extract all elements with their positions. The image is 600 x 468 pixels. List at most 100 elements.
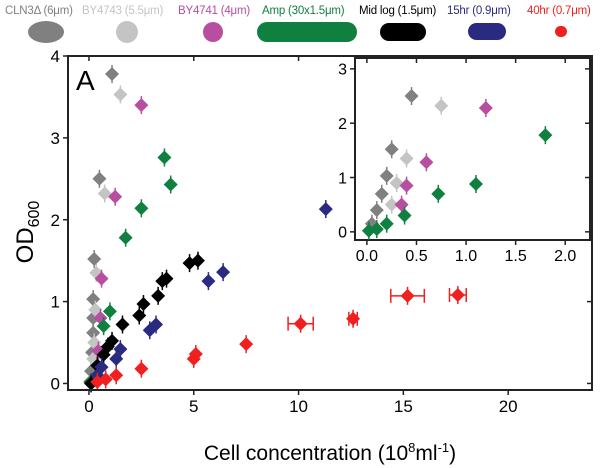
main-y-tick-label: 4	[51, 47, 60, 66]
main-point	[163, 175, 178, 194]
legend-marker-by4741	[203, 22, 223, 42]
main-diamond-marker	[239, 337, 254, 352]
main-diamond-marker	[157, 150, 172, 165]
main-diamond-marker	[86, 292, 101, 307]
main-diamond-marker	[92, 171, 107, 186]
main-diamond-marker	[163, 177, 178, 192]
main-point	[346, 309, 361, 328]
main-diamond-marker	[182, 256, 197, 271]
main-diamond-marker	[346, 311, 361, 326]
main-point	[142, 321, 157, 340]
main-point	[157, 148, 172, 167]
main-diamond-marker	[142, 323, 157, 338]
inset-x-tick-label: 1.5	[505, 248, 527, 265]
main-diamond-marker	[109, 368, 124, 383]
main-point	[94, 269, 109, 288]
main-point	[87, 250, 102, 269]
inset-diamond-marker	[384, 197, 399, 212]
inset-point	[369, 201, 384, 220]
legend-marker-cln3	[28, 21, 64, 43]
main-point	[109, 349, 124, 368]
inset-point	[389, 173, 404, 192]
legend-label-40hr: 40hr (0.7μm)	[527, 5, 591, 17]
inset-point	[419, 153, 434, 172]
main-diamond-marker	[134, 201, 149, 216]
inset-point	[538, 126, 553, 145]
inset-point	[478, 98, 493, 117]
inset-diamond-marker	[379, 168, 394, 183]
main-diamond-marker	[97, 186, 112, 201]
inset-point	[384, 195, 399, 214]
main-point	[113, 85, 128, 104]
main-point	[287, 314, 314, 333]
inset-y-tick-label: 3	[338, 62, 347, 79]
main-diamond-marker	[400, 288, 415, 303]
inset-diamond-marker	[374, 186, 389, 201]
main-point	[96, 345, 111, 364]
inset-diamond-marker	[369, 203, 384, 218]
main-point	[96, 317, 111, 336]
main-point	[115, 315, 130, 334]
main-y-tick-label: 2	[51, 211, 60, 230]
main-diamond-marker	[115, 317, 130, 332]
y-axis-label: OD600	[12, 201, 43, 264]
legend-label-cln3: CLN3Δ (6μm)	[5, 5, 73, 17]
main-point	[186, 349, 201, 368]
main-diamond-marker	[113, 87, 128, 102]
inset-point	[397, 206, 412, 225]
inset-diamond-marker	[431, 186, 446, 201]
inset-x-tick-label: 0.5	[405, 248, 427, 265]
main-diamond-marker	[186, 351, 201, 366]
legend-marker-15hr	[468, 23, 506, 40]
main-x-tick-label: 5	[189, 397, 198, 416]
inset-x-tick-label: 0.0	[356, 248, 378, 265]
legend-label-amp: Amp (30x1.5μm)	[262, 5, 345, 17]
inset-point	[384, 140, 399, 159]
x-axis-label: Cell concentration (108ml-1)	[204, 440, 456, 465]
inset-point	[404, 87, 419, 106]
main-point	[109, 366, 124, 385]
plot-frame	[67, 55, 593, 391]
main-point	[134, 96, 149, 115]
main-diamond-marker	[155, 274, 170, 289]
inset-diamond-marker	[361, 223, 376, 238]
main-point	[92, 169, 107, 188]
main-point	[390, 286, 426, 305]
main-diamond-marker	[86, 325, 101, 340]
inset-y-tick-label: 2	[338, 116, 347, 133]
inset-diamond-marker	[404, 89, 419, 104]
legend-label-by4743: BY4743 (5.5μm)	[82, 5, 164, 17]
main-y-tick-label: 1	[51, 293, 60, 312]
main-point	[155, 272, 170, 291]
main-point	[201, 272, 216, 291]
main-diamond-marker	[96, 347, 111, 362]
main-x-tick-label: 0	[84, 397, 93, 416]
inset-diamond-marker	[419, 155, 434, 170]
main-diamond-marker	[134, 361, 149, 376]
inset-diamond-marker	[399, 178, 414, 193]
main-diamond-marker	[90, 374, 105, 389]
main-diamond-marker	[109, 351, 124, 366]
inset-point	[399, 149, 414, 168]
main-point	[105, 65, 120, 84]
main-y-tick-label: 3	[51, 129, 60, 148]
inset-diamond-marker	[434, 98, 449, 113]
main-diamond-marker	[94, 271, 109, 286]
main-point	[134, 359, 149, 378]
inset-point	[374, 184, 389, 203]
legend-marker-amp	[257, 22, 357, 42]
inset-point	[361, 221, 376, 240]
legend-marker-midlog	[380, 23, 426, 41]
inset-diamond-marker	[538, 128, 553, 143]
main-point	[97, 184, 112, 203]
main-point	[318, 200, 333, 219]
inset-y-tick-label: 1	[338, 170, 347, 187]
main-diamond-marker	[216, 265, 231, 280]
legend-label-midlog: Mid log (1.5μm)	[359, 5, 437, 17]
inset-point	[399, 176, 414, 195]
main-point	[90, 372, 105, 391]
main-diamond-marker	[151, 288, 166, 303]
main-x-tick-label: 15	[394, 397, 413, 416]
